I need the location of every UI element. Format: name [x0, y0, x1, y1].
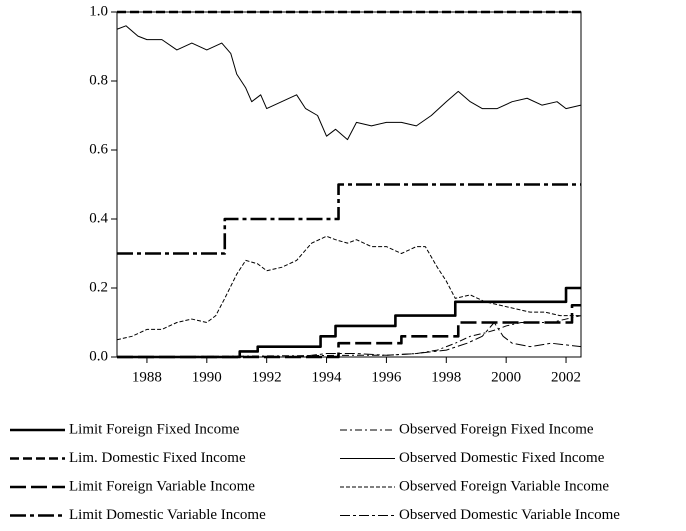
legend-label: Limit Domestic Variable Income — [69, 507, 266, 523]
y-tick-label: 0.2 — [89, 279, 108, 295]
series-line — [117, 322, 582, 358]
x-tick-label: 1988 — [132, 369, 162, 385]
x-tick-label: 1996 — [371, 369, 402, 385]
legend-label: Observed Domestic Fixed Income — [399, 450, 605, 466]
x-tick-label: 1998 — [431, 369, 461, 385]
y-tick-label: 0.0 — [89, 348, 108, 364]
legend-label: Lim. Domestic Fixed Income — [69, 450, 246, 466]
series-line — [116, 315, 582, 358]
x-tick-label: 1994 — [312, 369, 343, 385]
legend-label: Limit Foreign Variable Income — [69, 478, 255, 494]
series-line — [116, 235, 581, 341]
legend-label: Observed Foreign Variable Income — [399, 478, 609, 494]
y-tick-label: 0.8 — [89, 72, 108, 88]
y-tick-label: 1.0 — [89, 3, 108, 19]
legend-label: Limit Foreign Fixed Income — [69, 421, 240, 437]
series-line — [117, 303, 581, 359]
x-tick-label: 2000 — [491, 369, 521, 385]
series-line — [117, 183, 581, 255]
series-line — [117, 286, 581, 359]
x-tick-label: 2002 — [551, 369, 581, 385]
x-tick-label: 1992 — [252, 369, 282, 385]
series-line — [116, 25, 582, 141]
legend-label: Observed Domestic Variable Income — [399, 507, 620, 523]
x-tick-label: 1990 — [192, 369, 222, 385]
y-tick-label: 0.4 — [89, 210, 108, 226]
legend-label: Observed Foreign Fixed Income — [399, 421, 594, 437]
y-tick-label: 0.6 — [89, 141, 108, 157]
